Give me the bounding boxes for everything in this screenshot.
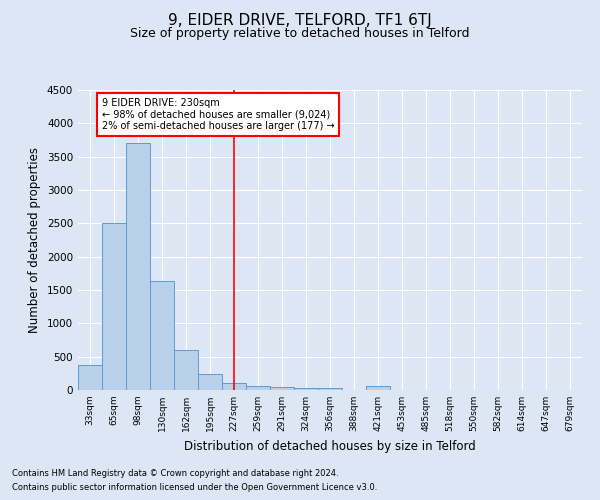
Bar bbox=[174, 350, 198, 390]
Text: Contains HM Land Registry data © Crown copyright and database right 2024.: Contains HM Land Registry data © Crown c… bbox=[12, 468, 338, 477]
Text: 9, EIDER DRIVE, TELFORD, TF1 6TJ: 9, EIDER DRIVE, TELFORD, TF1 6TJ bbox=[168, 12, 432, 28]
Text: Contains public sector information licensed under the Open Government Licence v3: Contains public sector information licen… bbox=[12, 484, 377, 492]
Bar bbox=[318, 388, 342, 390]
Text: 9 EIDER DRIVE: 230sqm
← 98% of detached houses are smaller (9,024)
2% of semi-de: 9 EIDER DRIVE: 230sqm ← 98% of detached … bbox=[102, 98, 335, 131]
X-axis label: Distribution of detached houses by size in Telford: Distribution of detached houses by size … bbox=[184, 440, 476, 452]
Bar bbox=[246, 386, 270, 390]
Bar bbox=[102, 224, 126, 390]
Bar bbox=[78, 366, 102, 390]
Bar bbox=[222, 384, 246, 390]
Bar bbox=[270, 386, 294, 390]
Bar bbox=[198, 374, 222, 390]
Text: Size of property relative to detached houses in Telford: Size of property relative to detached ho… bbox=[130, 28, 470, 40]
Bar bbox=[126, 144, 150, 390]
Bar bbox=[366, 386, 390, 390]
Bar bbox=[294, 388, 318, 390]
Y-axis label: Number of detached properties: Number of detached properties bbox=[28, 147, 41, 333]
Bar bbox=[150, 282, 174, 390]
